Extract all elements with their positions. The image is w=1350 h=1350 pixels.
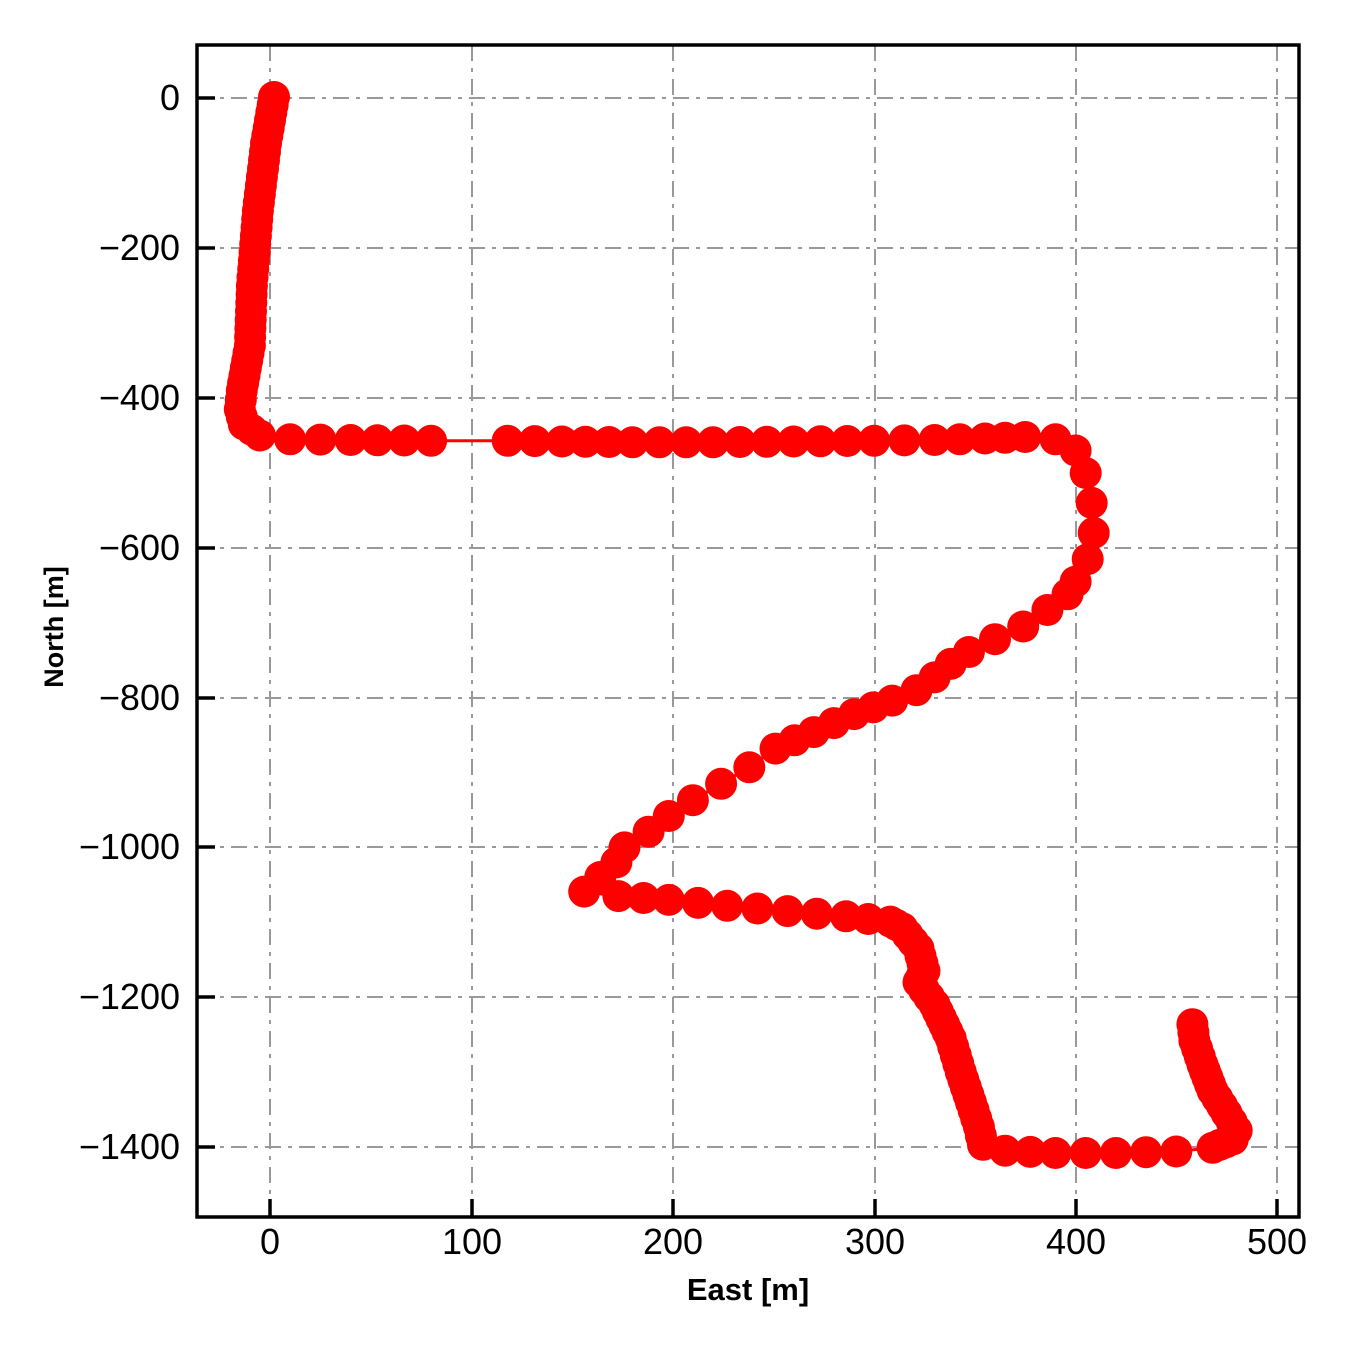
svg-text:200: 200 [643,1221,703,1262]
svg-text:0: 0 [160,77,180,118]
svg-text:North [m]: North [m] [39,566,69,687]
svg-text:500: 500 [1247,1221,1307,1262]
svg-text:−600: −600 [99,527,180,568]
svg-text:East [m]: East [m] [687,1272,809,1307]
svg-text:100: 100 [442,1221,502,1262]
svg-text:0: 0 [260,1221,280,1262]
svg-text:−400: −400 [99,377,180,418]
svg-text:300: 300 [845,1221,905,1262]
svg-text:−200: −200 [99,227,180,268]
svg-text:−1200: −1200 [79,976,180,1017]
svg-text:−1000: −1000 [79,826,180,867]
svg-text:−1400: −1400 [79,1126,180,1167]
svg-text:−800: −800 [99,677,180,718]
svg-text:400: 400 [1046,1221,1106,1262]
